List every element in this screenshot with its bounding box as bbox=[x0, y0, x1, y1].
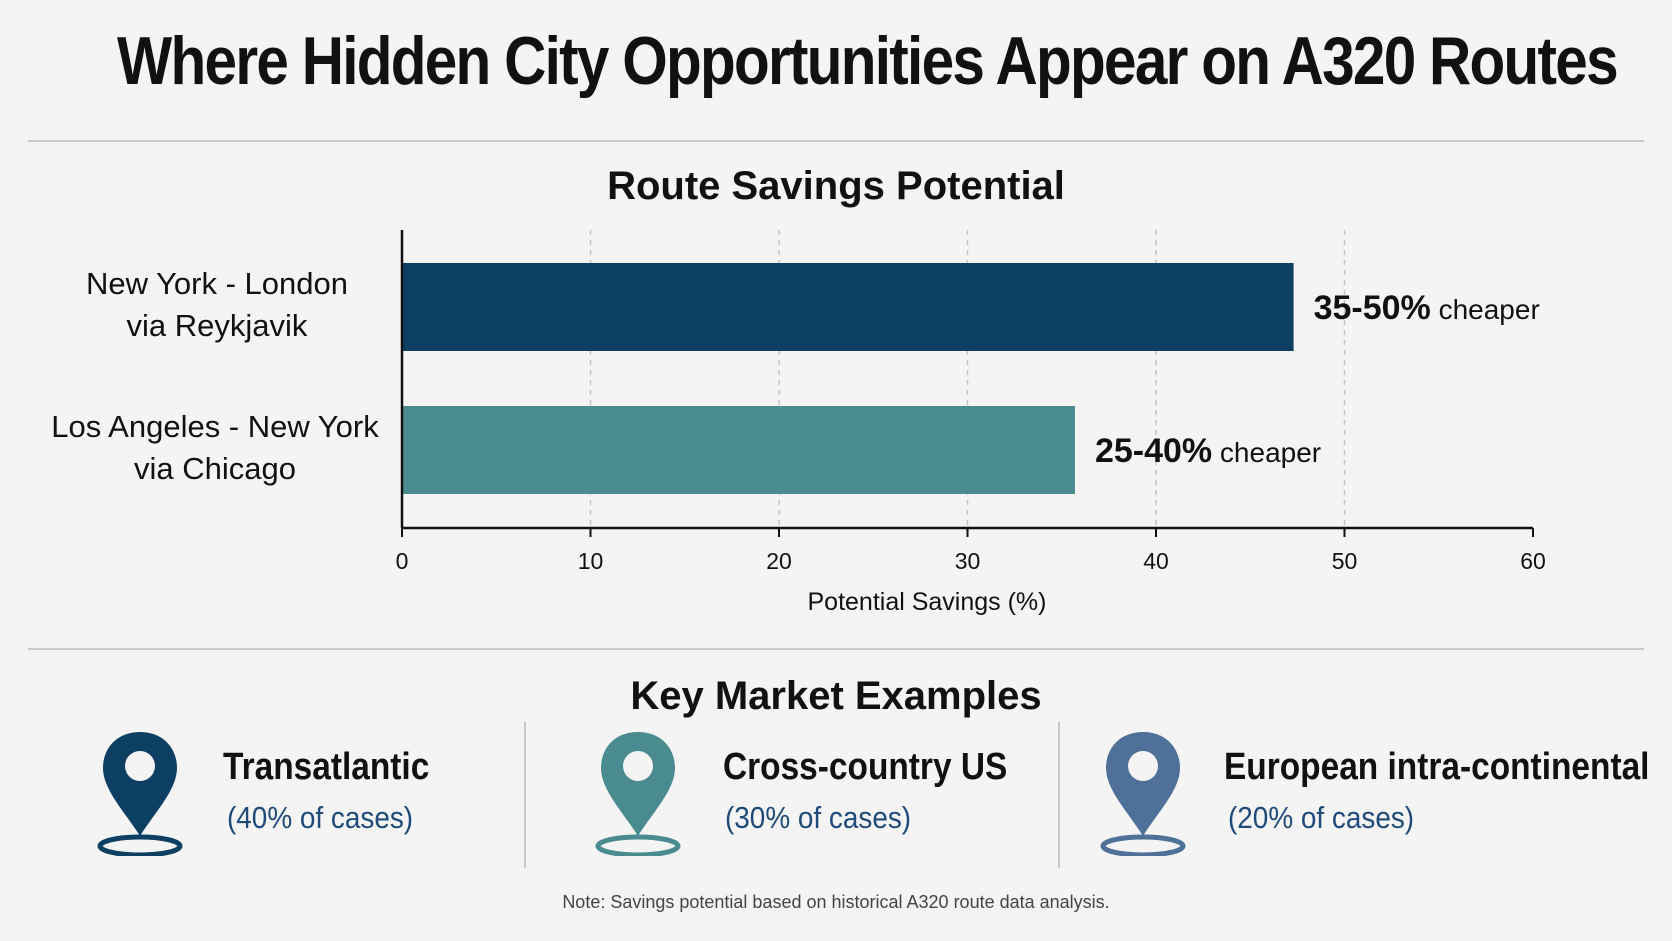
market-share: (40% of cases) bbox=[227, 800, 414, 835]
middle-divider bbox=[28, 648, 1644, 650]
bar bbox=[402, 406, 1075, 494]
market-share: (20% of cases) bbox=[1228, 800, 1415, 835]
location-pin-icon bbox=[595, 732, 681, 856]
x-tick-label: 20 bbox=[766, 548, 792, 574]
x-tick-label: 50 bbox=[1332, 548, 1358, 574]
x-tick-label: 0 bbox=[396, 548, 409, 574]
market-share: (30% of cases) bbox=[725, 800, 912, 835]
market-separator bbox=[1058, 722, 1060, 868]
x-tick-label: 60 bbox=[1520, 548, 1546, 574]
bar bbox=[402, 263, 1294, 351]
market-name: European intra-continental bbox=[1224, 746, 1650, 788]
x-tick-label: 30 bbox=[955, 548, 981, 574]
market-name: Transatlantic bbox=[223, 746, 430, 788]
market-name: Cross-country US bbox=[723, 746, 1008, 788]
category-label: Los Angeles - New York via Chicago bbox=[51, 409, 379, 486]
market-separator bbox=[524, 722, 526, 868]
x-axis-title: Potential Savings (%) bbox=[807, 588, 1046, 616]
top-divider bbox=[28, 140, 1644, 142]
footnote: Note: Savings potential based on histori… bbox=[562, 892, 1110, 912]
bar-value-label: 25-40% cheaper bbox=[1095, 432, 1321, 470]
bar-value-label: 35-50% cheaper bbox=[1314, 289, 1540, 327]
markets-title: Key Market Examples bbox=[630, 674, 1042, 718]
location-pin-icon bbox=[1100, 732, 1186, 856]
location-pin-icon bbox=[97, 732, 183, 856]
page-title: Where Hidden City Opportunities Appear o… bbox=[117, 23, 1619, 99]
chart-title: Route Savings Potential bbox=[607, 164, 1065, 208]
x-tick-label: 40 bbox=[1143, 548, 1169, 574]
category-label: New York - London via Reykjavik bbox=[86, 266, 348, 343]
x-tick-label: 10 bbox=[578, 548, 604, 574]
savings-chart: New York - London via Reykjavik 35-50% che… bbox=[51, 230, 1546, 616]
